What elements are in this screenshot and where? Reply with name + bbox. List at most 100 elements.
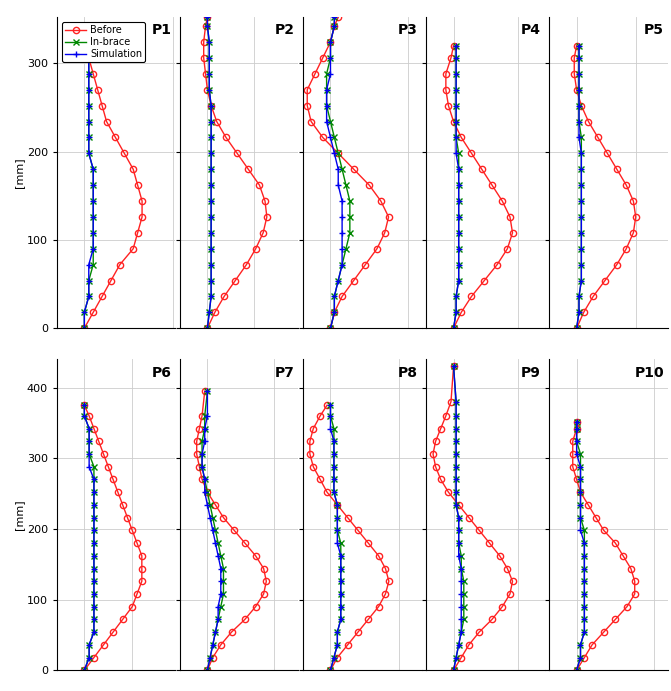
- In-brace: [207, 213, 215, 221]
- Before: [306, 450, 314, 458]
- Simulation: [90, 628, 98, 636]
- Before: [133, 539, 141, 547]
- In-brace: [327, 38, 335, 46]
- In-brace: [90, 565, 98, 573]
- In-brace: [452, 462, 460, 471]
- In-brace: [346, 229, 354, 237]
- In-brace: [455, 245, 463, 253]
- In-brace: [576, 641, 584, 649]
- In-brace: [203, 488, 211, 496]
- Simulation: [577, 261, 585, 269]
- Before: [217, 641, 225, 649]
- In-brace: [330, 462, 338, 471]
- Simulation: [81, 412, 89, 420]
- In-brace: [89, 165, 97, 173]
- In-brace: [575, 292, 583, 301]
- Before: [385, 577, 393, 585]
- In-brace: [89, 181, 97, 189]
- Simulation: [90, 551, 98, 560]
- Text: P2: P2: [275, 23, 295, 37]
- Before: [613, 165, 621, 173]
- Line: In-brace: In-brace: [450, 42, 462, 332]
- In-brace: [455, 149, 463, 158]
- Before: [123, 513, 132, 522]
- In-brace: [330, 22, 338, 30]
- Simulation: [580, 628, 588, 636]
- In-brace: [455, 276, 463, 285]
- Simulation: [89, 245, 97, 253]
- Simulation: [89, 197, 97, 205]
- Before: [584, 117, 592, 126]
- Simulation: [90, 603, 98, 611]
- In-brace: [577, 133, 585, 142]
- Simulation: [337, 577, 345, 585]
- In-brace: [337, 551, 345, 560]
- In-brace: [327, 324, 335, 332]
- Simulation: [209, 641, 217, 649]
- Before: [374, 603, 382, 611]
- In-brace: [460, 577, 468, 585]
- In-brace: [580, 628, 588, 636]
- In-brace: [334, 276, 342, 285]
- Before: [584, 501, 592, 509]
- Simulation: [90, 526, 98, 534]
- Simulation: [90, 488, 98, 496]
- In-brace: [572, 437, 580, 446]
- Simulation: [580, 551, 588, 560]
- Simulation: [575, 117, 583, 126]
- Line: In-brace: In-brace: [199, 388, 227, 674]
- Before: [580, 308, 588, 316]
- Before: [307, 117, 315, 126]
- Before: [627, 565, 635, 573]
- In-brace: [209, 513, 217, 522]
- In-brace: [577, 276, 585, 285]
- Simulation: [81, 666, 89, 674]
- In-brace: [452, 54, 460, 62]
- Before: [85, 412, 93, 420]
- In-brace: [207, 292, 215, 301]
- In-brace: [203, 324, 211, 332]
- In-brace: [577, 245, 585, 253]
- Before: [619, 551, 627, 560]
- In-brace: [333, 641, 342, 649]
- In-brace: [577, 229, 585, 237]
- Simulation: [455, 641, 463, 649]
- In-brace: [90, 551, 98, 560]
- Simulation: [85, 641, 93, 649]
- Simulation: [85, 70, 93, 78]
- In-brace: [575, 41, 583, 50]
- In-brace: [323, 86, 331, 94]
- Simulation: [576, 526, 584, 534]
- Before: [242, 261, 250, 269]
- Legend: Before, In-brace, Simulation: Before, In-brace, Simulation: [62, 22, 145, 62]
- Simulation: [452, 41, 460, 50]
- Before: [244, 165, 252, 173]
- Before: [107, 276, 115, 285]
- In-brace: [452, 117, 460, 126]
- Simulation: [334, 165, 342, 173]
- Simulation: [85, 261, 93, 269]
- In-brace: [580, 539, 588, 547]
- Simulation: [330, 149, 338, 158]
- Simulation: [207, 117, 215, 126]
- Simulation: [577, 245, 585, 253]
- Before: [503, 245, 511, 253]
- Before: [344, 513, 352, 522]
- Simulation: [576, 513, 584, 522]
- Line: Before: Before: [193, 388, 270, 674]
- Before: [488, 181, 496, 189]
- Before: [601, 276, 609, 285]
- Simulation: [90, 475, 98, 484]
- Before: [303, 102, 311, 110]
- Before: [207, 102, 215, 110]
- In-brace: [207, 181, 215, 189]
- Before: [509, 229, 517, 237]
- Before: [576, 488, 584, 496]
- In-brace: [330, 654, 338, 662]
- In-brace: [333, 526, 342, 534]
- Simulation: [572, 437, 580, 446]
- In-brace: [337, 615, 345, 623]
- Before: [480, 276, 488, 285]
- In-brace: [576, 450, 584, 458]
- In-brace: [85, 654, 93, 662]
